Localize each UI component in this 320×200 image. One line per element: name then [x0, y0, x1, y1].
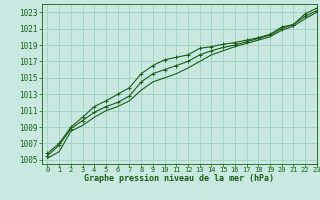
X-axis label: Graphe pression niveau de la mer (hPa): Graphe pression niveau de la mer (hPa) — [84, 174, 274, 183]
